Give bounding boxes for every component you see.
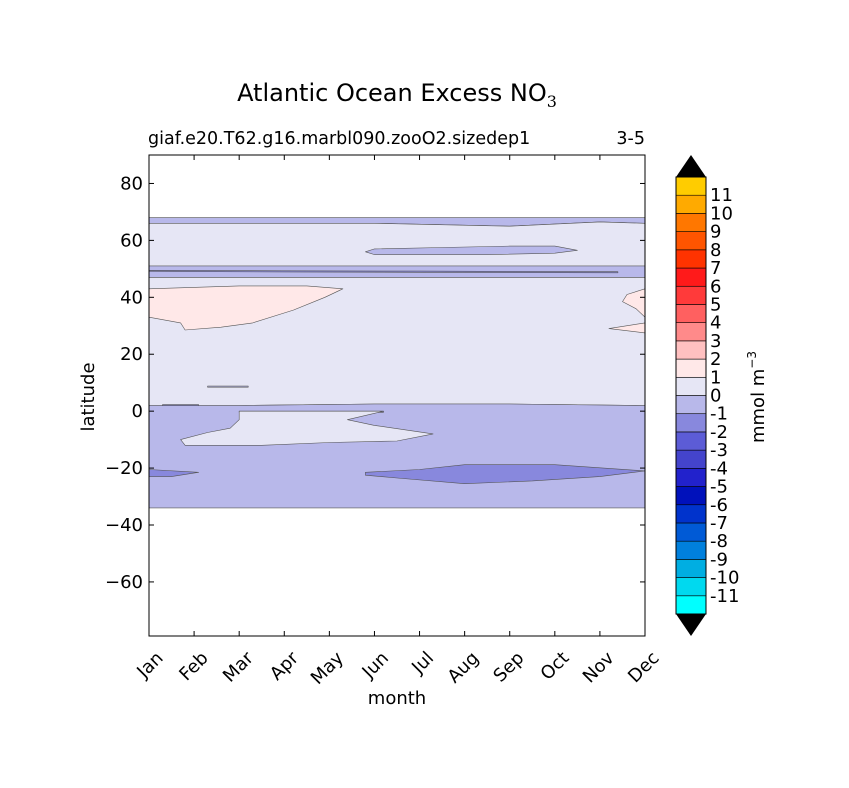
contour-blob-56 bbox=[365, 245, 578, 255]
colorbar-frame bbox=[675, 176, 707, 615]
x-tick-label: Nov bbox=[579, 647, 619, 687]
y-axis: 80 60 40 20 0 −20 −40 −60 bbox=[105, 173, 645, 593]
colorbar-tick-label: 5 bbox=[710, 294, 721, 315]
colorbar-segment bbox=[675, 449, 707, 469]
colorbar-extend-max bbox=[676, 155, 706, 177]
colorbar-tick-label: 10 bbox=[710, 203, 733, 224]
y-tick-label: 40 bbox=[120, 287, 143, 308]
contour-pink-east-2 bbox=[608, 322, 645, 334]
colorbar-segment bbox=[675, 213, 707, 232]
colorbar-segment bbox=[675, 267, 707, 287]
contour-west-band-22 bbox=[149, 469, 199, 477]
x-tick-label: Oct bbox=[537, 648, 574, 685]
colorbar-tick-label: 0 bbox=[710, 386, 721, 407]
contour-pink-west bbox=[149, 285, 344, 331]
contour-line-0-west bbox=[162, 404, 199, 407]
colorbar-segment bbox=[675, 577, 707, 597]
y-tick-label: 0 bbox=[132, 401, 143, 422]
colorbar-tick-label: -3 bbox=[710, 440, 728, 461]
colorbar-segment bbox=[675, 249, 707, 269]
x-tick-label: Jun bbox=[358, 648, 393, 683]
colorbar-segment bbox=[675, 595, 707, 615]
colorbar-extend-min bbox=[676, 614, 706, 636]
y-tick-label: −60 bbox=[105, 572, 143, 593]
x-tick-label: Jan bbox=[132, 648, 167, 683]
colorbar-tick-label: -6 bbox=[710, 495, 728, 516]
colorbar-tick-label: -2 bbox=[710, 422, 728, 443]
colorbar-tick-label: -7 bbox=[710, 513, 728, 534]
colorbar-segment bbox=[675, 358, 707, 378]
x-axis-label: month bbox=[368, 688, 426, 709]
colorbar-tick-label: -10 bbox=[710, 568, 739, 589]
colorbar-tick-label: 7 bbox=[710, 258, 721, 279]
contour-core-north bbox=[149, 221, 645, 267]
x-tick-label: Jul bbox=[407, 648, 438, 679]
contour-south-band bbox=[149, 403, 645, 509]
colorbar-segment bbox=[675, 540, 707, 560]
x-tick-label: Aug bbox=[444, 648, 484, 688]
contour-line-49 bbox=[149, 269, 619, 274]
y-axis-label: latitude bbox=[78, 362, 99, 431]
colorbar-tick-label: -4 bbox=[710, 458, 728, 479]
x-tick-label: Sep bbox=[489, 648, 528, 687]
y-tick-label: −40 bbox=[105, 515, 143, 536]
colorbar-tick-label: 4 bbox=[710, 313, 721, 334]
colorbar-segment bbox=[675, 504, 707, 524]
contour-central-band-22 bbox=[365, 464, 645, 485]
colorbar-segment bbox=[675, 231, 707, 251]
contour-line-mar bbox=[207, 385, 249, 388]
colorbar-tick-label: 1 bbox=[710, 367, 721, 388]
colorbar-tick-label: 6 bbox=[710, 276, 721, 297]
colorbar-tick-label: 11 bbox=[710, 185, 733, 206]
colorbar-tick-label: 2 bbox=[710, 349, 721, 370]
colorbar-tick-label: -8 bbox=[710, 531, 728, 552]
colorbar-segment bbox=[675, 522, 707, 542]
chart-title: Atlantic Ocean Excess NO3 bbox=[237, 79, 557, 111]
x-tick-label: Apr bbox=[266, 647, 303, 684]
colorbar-segment bbox=[675, 285, 707, 305]
colorbar-tick-label: -9 bbox=[710, 549, 728, 570]
chart-subtitle-right: 3-5 bbox=[616, 129, 645, 149]
y-tick-label: 60 bbox=[120, 230, 143, 251]
x-tick-label: Mar bbox=[219, 647, 258, 686]
colorbar-tick-label: -11 bbox=[710, 586, 739, 607]
x-tick-label: May bbox=[307, 647, 348, 688]
chart-subtitle-left: giaf.e20.T62.g16.marbl090.zooO2.sizedep1 bbox=[148, 129, 530, 149]
y-tick-label: 80 bbox=[120, 173, 143, 194]
contour-regions bbox=[149, 217, 645, 509]
plot-area: Jan Feb Mar Apr May Jun Jul Aug Sep Oct Nov Dec 80 6… bbox=[105, 154, 664, 689]
colorbar-tick-label: 3 bbox=[710, 331, 721, 352]
colorbar-segment bbox=[675, 559, 707, 578]
colorbar-segment bbox=[675, 376, 707, 396]
colorbar-tick-label: -1 bbox=[710, 404, 728, 425]
colorbar-tick-label: 8 bbox=[710, 240, 721, 261]
x-tick-label: Dec bbox=[624, 648, 663, 687]
colorbar-segment bbox=[675, 304, 707, 323]
colorbar-segment bbox=[675, 468, 707, 487]
colorbar-segment bbox=[675, 340, 707, 360]
colorbar-segment bbox=[675, 176, 707, 196]
y-tick-label: −20 bbox=[105, 458, 143, 479]
colorbar-segment bbox=[675, 486, 707, 506]
plot-frame bbox=[148, 154, 646, 637]
colorbar-tick-label: 9 bbox=[710, 222, 721, 243]
contour-pink-east-1 bbox=[622, 288, 645, 318]
colorbar-segment bbox=[675, 413, 707, 433]
colorbar-segment bbox=[675, 194, 707, 214]
colorbar-segment bbox=[675, 322, 707, 342]
y-tick-label: 20 bbox=[120, 344, 143, 365]
contour-white-blob-south bbox=[180, 410, 434, 446]
colorbar-tick-label: -5 bbox=[710, 477, 728, 498]
x-tick-label: Feb bbox=[175, 648, 212, 685]
colorbar-label: mmol m−3 bbox=[745, 351, 769, 443]
colorbar-segment bbox=[675, 395, 707, 415]
colorbar-segment bbox=[675, 431, 707, 451]
